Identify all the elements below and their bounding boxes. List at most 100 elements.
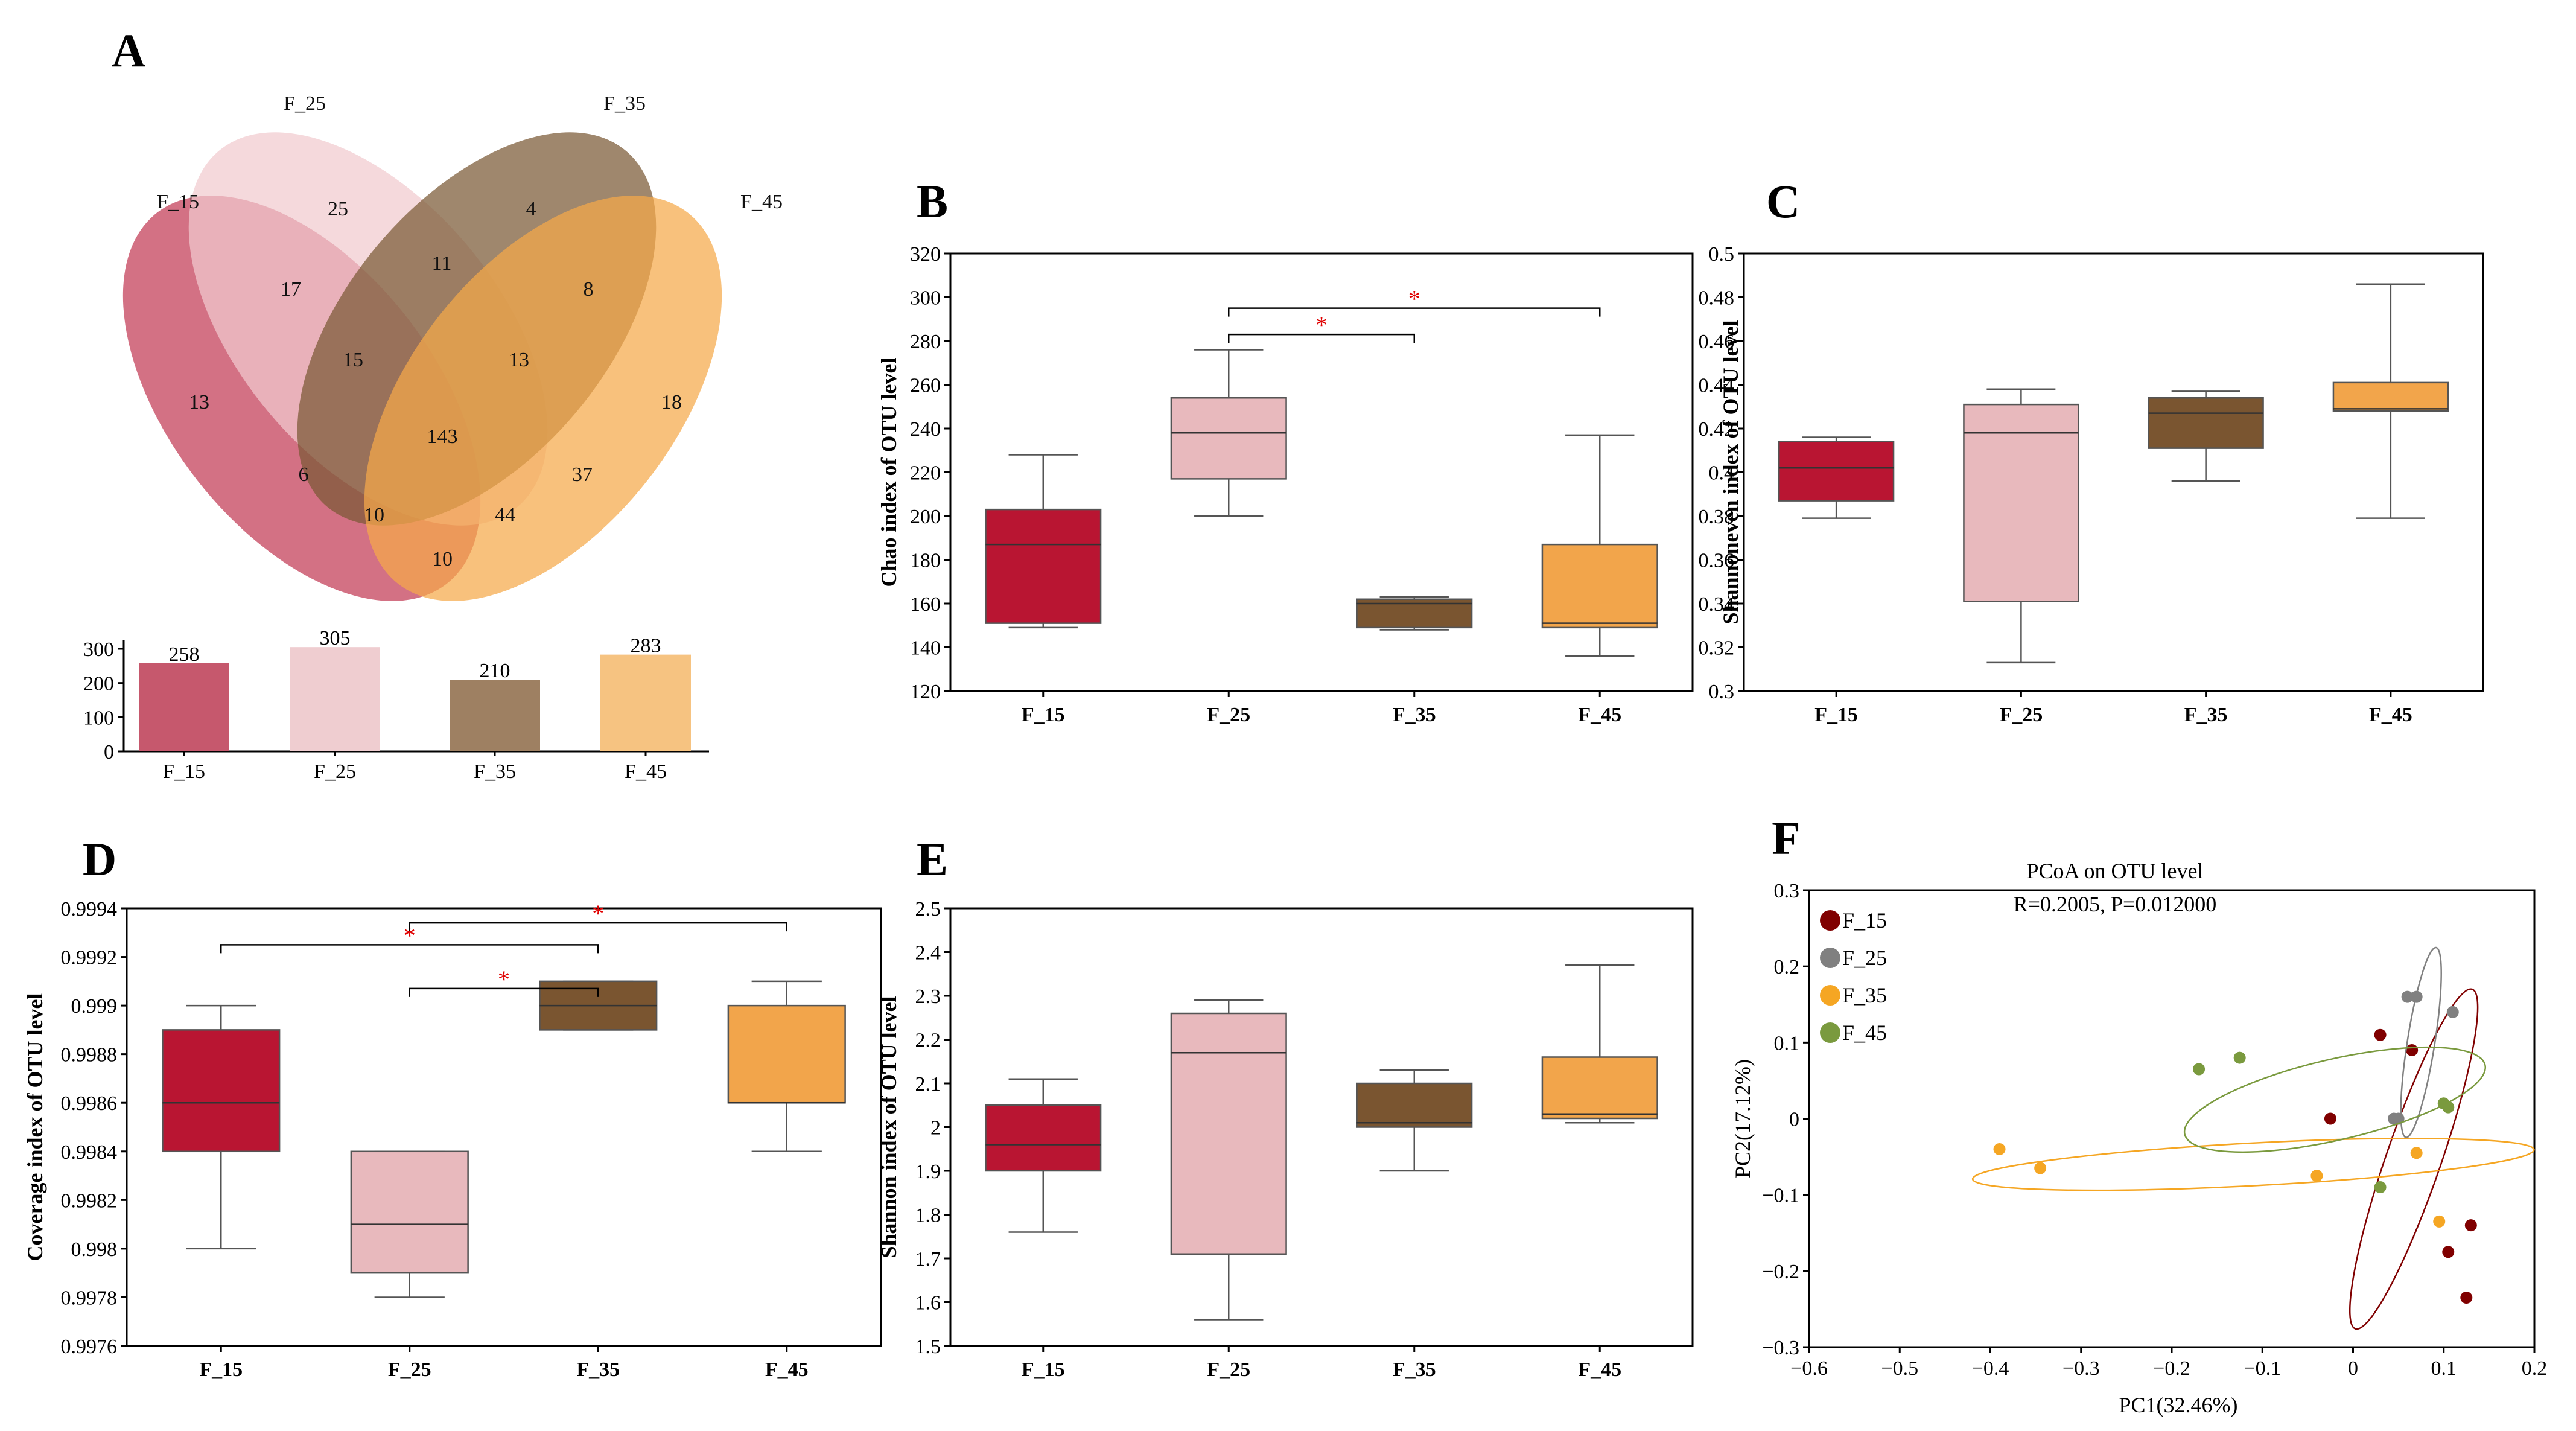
venn-count-f-35-f-45: 8 <box>584 278 594 301</box>
box-f25 <box>1170 397 1287 480</box>
point-f45 <box>2442 1101 2455 1114</box>
ytick-label: 0.42 <box>1699 418 1735 441</box>
ytick-label: 220 <box>910 462 941 485</box>
ytick-label: 0.9988 <box>61 1044 118 1066</box>
panel-letter-c: C <box>1766 175 1800 228</box>
legend-marker-f35 <box>1820 985 1840 1006</box>
point-f35 <box>2310 1170 2323 1182</box>
xtick-label-f25: F_25 <box>388 1359 431 1381</box>
ytick-label: 240 <box>910 418 941 441</box>
panel-f: F −0.6 −0.5 −0.4 −0.3 −0.2 −0.1 0 0.1 0.2 −0.3 −0.2… <box>1731 812 2547 1417</box>
bar-xtick-label: F_25 <box>314 760 356 783</box>
ytick-label: 120 <box>910 681 941 703</box>
significance-star: * <box>592 900 604 927</box>
xtick-label-f15: F_15 <box>1022 704 1065 726</box>
ytick-label: 0.9986 <box>61 1092 118 1115</box>
venn-count-f-15-f-45: 10 <box>432 548 453 570</box>
significance-star: * <box>1315 311 1328 339</box>
xtick-label: 0.2 <box>2522 1357 2548 1380</box>
venn-count-f-15-f-25: 17 <box>281 278 301 301</box>
box-f15 <box>162 1029 281 1153</box>
panel-letter-b: B <box>917 175 948 228</box>
ytick-label: 2.4 <box>915 942 941 964</box>
ytick-label: 260 <box>910 375 941 397</box>
ytick-label: 0.9994 <box>61 898 118 920</box>
ytick-label: 0.9992 <box>61 947 118 969</box>
legend-label-f15: F_15 <box>1842 908 1887 932</box>
significance-star: * <box>498 966 510 993</box>
point-f15 <box>2460 1291 2473 1304</box>
xtick-label: −0.1 <box>2244 1357 2281 1380</box>
ytick-label: 2 <box>930 1117 941 1139</box>
legend-label-f45: F_45 <box>1842 1021 1887 1045</box>
ytick-label: 0.34 <box>1699 593 1735 616</box>
venn-ellipse-f45 <box>364 196 722 601</box>
bar-value-label: 283 <box>631 635 661 657</box>
venn-count-f-25-only: 25 <box>328 198 348 220</box>
significance-bracket <box>1228 333 1415 343</box>
box-f25 <box>1963 403 2079 602</box>
point-f45 <box>2374 1181 2387 1194</box>
panel-letter-a: A <box>112 24 145 77</box>
ytick-label: 180 <box>910 550 941 572</box>
bar-f25 <box>290 647 380 751</box>
venn-count-f-15-f-25-f-35: 15 <box>343 349 363 371</box>
bar-f45 <box>600 654 691 751</box>
ytick-label: −0.1 <box>1762 1185 1799 1207</box>
xtick-label-f45: F_45 <box>1578 1359 1621 1381</box>
ytick-label: 2.2 <box>915 1030 941 1052</box>
ytick-label: 300 <box>910 287 941 310</box>
xtick-label: 0.1 <box>2431 1357 2457 1380</box>
box-f45 <box>1541 1056 1658 1120</box>
xtick-label-f35: F_35 <box>1393 1359 1436 1381</box>
x-axis-title: PC1(32.46%) <box>2119 1393 2238 1417</box>
ytick-label: 320 <box>910 243 941 266</box>
plot-frame <box>1808 889 2536 1348</box>
significance-bracket <box>409 922 787 932</box>
ytick-label: 0.999 <box>71 995 118 1018</box>
confidence-ellipse-f45 <box>2183 1046 2487 1153</box>
box-f25 <box>350 1150 469 1274</box>
point-f15 <box>2442 1246 2455 1258</box>
xtick-label: −0.3 <box>2062 1357 2100 1380</box>
bar-xtick-label: F_35 <box>474 760 516 783</box>
ytick-label: 0.3 <box>1709 681 1735 703</box>
ytick-label: 0.9982 <box>61 1190 118 1212</box>
legend-marker-f25 <box>1820 948 1840 968</box>
ytick-label: 0.9976 <box>61 1336 118 1358</box>
xtick-label-f15: F_15 <box>1022 1359 1065 1381</box>
xtick-label-f25: F_25 <box>1207 1359 1250 1381</box>
bar-ytick-label: 300 <box>83 639 114 661</box>
xtick-label-f35: F_35 <box>576 1359 620 1381</box>
point-f25 <box>2401 990 2414 1003</box>
xtick-label-f45: F_45 <box>2369 704 2412 726</box>
ytick-label: 0.5 <box>1709 243 1735 266</box>
y-axis-title: Chao index of OTU level <box>877 357 901 587</box>
box-f15 <box>985 508 1102 624</box>
venn-count-f-25-f-35: 11 <box>432 252 452 275</box>
ytick-label: 0.9978 <box>61 1287 118 1309</box>
significance-bracket <box>220 944 599 954</box>
bar-value-label: 305 <box>320 627 351 649</box>
panel-a: A F_15 F_25 F_35 F_45 13 25 4 18 17 11 8 15 13 143 6 37 1… <box>83 24 783 783</box>
venn-count-f-25-f-35-f-45: 13 <box>509 349 529 371</box>
bar-ytick-label: 100 <box>83 707 114 729</box>
ytick-label: 2.1 <box>915 1073 941 1095</box>
xtick-label: 0 <box>2348 1357 2358 1380</box>
venn-label-f45: F_45 <box>740 191 783 213</box>
venn-count-f-45-only: 18 <box>661 391 682 413</box>
ytick-label: 0.48 <box>1699 287 1735 310</box>
chart-subtitle: R=0.2005, P=0.012000 <box>2014 892 2217 916</box>
ytick-label: −0.3 <box>1762 1337 1799 1359</box>
xtick-label: −0.6 <box>1790 1357 1828 1380</box>
significance-star: * <box>404 922 416 949</box>
xtick-label-f45: F_45 <box>1578 704 1621 726</box>
y-axis-title: Coverage index of OTU level <box>23 993 47 1261</box>
point-f15 <box>2464 1219 2477 1232</box>
ytick-label: −0.2 <box>1762 1261 1799 1283</box>
significance-bracket <box>409 987 599 997</box>
venn-label-f25: F_25 <box>284 92 326 115</box>
point-f35 <box>2433 1215 2446 1228</box>
panel-letter-e: E <box>917 833 948 885</box>
plot-frame <box>126 907 882 1347</box>
